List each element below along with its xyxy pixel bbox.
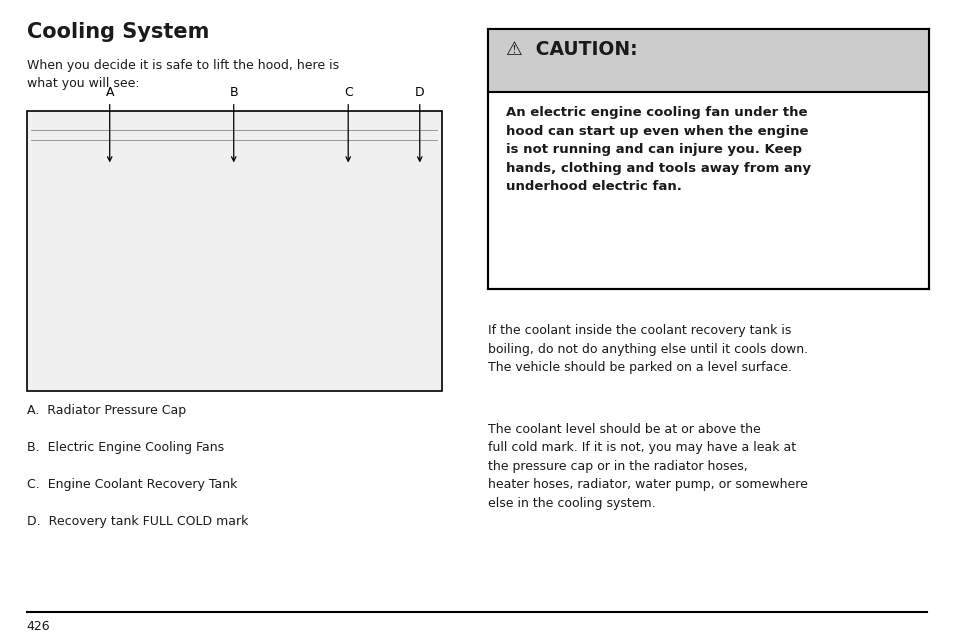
Text: D: D — [415, 86, 424, 99]
Bar — [27, 111, 441, 391]
Text: When you decide it is safe to lift the hood, here is
what you will see:: When you decide it is safe to lift the h… — [27, 59, 338, 90]
Text: A: A — [106, 86, 113, 99]
Text: ⚠  CAUTION:: ⚠ CAUTION: — [505, 40, 637, 59]
Bar — [488, 29, 928, 92]
Text: B.  Electric Engine Cooling Fans: B. Electric Engine Cooling Fans — [27, 441, 224, 453]
Bar — [488, 29, 928, 289]
Text: An electric engine cooling fan under the
hood can start up even when the engine
: An electric engine cooling fan under the… — [505, 106, 810, 193]
Text: A.  Radiator Pressure Cap: A. Radiator Pressure Cap — [27, 404, 186, 417]
Text: Cooling System: Cooling System — [27, 22, 209, 42]
Text: C.  Engine Coolant Recovery Tank: C. Engine Coolant Recovery Tank — [27, 478, 237, 490]
Text: C: C — [343, 86, 353, 99]
Text: The coolant level should be at or above the
full cold mark. If it is not, you ma: The coolant level should be at or above … — [488, 423, 807, 510]
Text: 426: 426 — [27, 620, 51, 633]
Text: B: B — [229, 86, 238, 99]
Text: D.  Recovery tank FULL COLD mark: D. Recovery tank FULL COLD mark — [27, 515, 248, 527]
Text: If the coolant inside the coolant recovery tank is
boiling, do not do anything e: If the coolant inside the coolant recove… — [488, 324, 808, 375]
